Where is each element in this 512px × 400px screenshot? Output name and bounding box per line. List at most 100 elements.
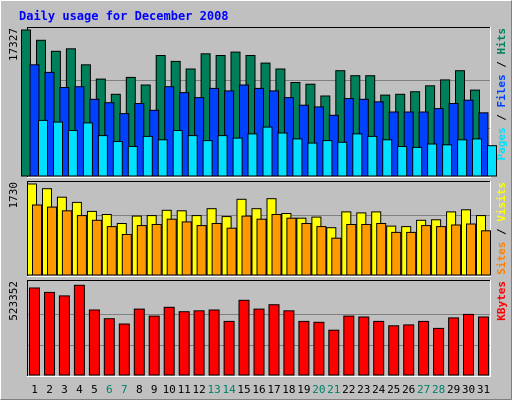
bar-sites-day-14 [226,227,237,276]
bar-kbytes-day-1 [29,287,40,376]
chart-title: Daily usage for December 2008 [19,9,229,23]
x-tick-label-day-26: 26 [402,383,415,396]
bar-pages-day-16 [262,126,273,177]
bar-pages-day-27 [427,143,438,177]
bar-sites-day-2 [47,206,57,276]
legend-visits: Visits [495,182,508,222]
bar-kbytes-day-4 [73,284,85,376]
bar-hits-day-1 [21,29,31,177]
bar-kbytes-day-18 [283,310,295,376]
x-tick-label-day-27: 27 [417,383,430,396]
x-tick-label-day-28: 28 [432,383,445,396]
series-files [29,64,489,177]
bar-kbytes-day-5 [88,309,100,376]
bar-kbytes-day-24 [373,320,385,376]
bar-sites-day-24 [376,223,387,276]
x-tick-label-day-25: 25 [387,383,400,396]
bar-sites-day-27 [421,225,432,276]
bar-pages-day-23 [367,135,378,177]
x-tick-label-day-30: 30 [462,383,475,396]
y-max-label: 1730 [7,182,20,209]
bar-kbytes-day-23 [358,316,370,376]
bar-pages-day-31 [487,145,497,177]
bar-sites-day-12 [196,225,207,276]
x-tick-label-day-13: 13 [207,383,220,396]
bar-kbytes-day-11 [178,311,190,376]
x-tick-label-day-29: 29 [447,383,460,396]
bar-pages-day-21 [337,141,348,177]
legend-files: Files [495,74,508,107]
bar-sites-day-26 [406,231,417,276]
x-tick-label-day-7: 7 [121,383,128,396]
bar-sites-day-22 [346,224,357,276]
y-max-label: 523352 [7,281,20,321]
bar-kbytes-day-29 [448,317,460,376]
bar-sites-day-4 [76,215,87,276]
x-tick-label-day-20: 20 [312,383,325,396]
series-pages [38,119,497,177]
bar-pages-day-1 [38,119,48,177]
bar-files-day-30 [463,99,474,177]
bar-sites-day-25 [391,231,402,276]
bar-kbytes-day-21 [328,329,340,376]
legend-pages: Pages [495,127,508,160]
bar-sites-day-10 [166,218,177,276]
bar-sites-day-5 [91,219,102,276]
bar-pages-day-14 [232,137,243,177]
legend-separator: / [495,222,508,242]
series-sites [32,204,491,276]
bar-kbytes-day-31 [478,316,489,376]
x-tick-label-day-17: 17 [267,383,280,396]
bar-sites-day-29 [451,224,462,276]
x-tick-label-day-14: 14 [222,383,236,396]
bar-pages-day-25 [397,146,408,177]
bar-pages-day-17 [277,132,288,177]
bar-sites-day-11 [181,221,192,276]
bar-files-day-28 [433,108,444,177]
x-tick-label-day-9: 9 [151,383,158,396]
bar-sites-day-3 [61,210,72,276]
bar-kbytes-day-22 [343,315,355,376]
bar-pages-day-2 [53,121,63,177]
series-legend: Sites / Visits [495,182,508,275]
bar-sites-day-30 [466,223,476,276]
x-tick-label-day-11: 11 [178,383,191,396]
legend-hits: Hits [495,28,508,55]
bar-pages-day-6 [112,141,123,177]
bar-files-day-1 [29,64,40,177]
legend-sites: Sites [495,242,508,275]
bar-pages-day-12 [202,140,213,177]
series-legend: KBytes [495,281,508,321]
bar-pages-day-19 [307,142,318,177]
bar-sites-day-1 [32,204,42,276]
bar-sites-day-16 [256,218,267,276]
y-max-label: 17327 [7,28,20,61]
bar-pages-day-9 [157,139,168,177]
bar-pages-day-22 [352,133,363,177]
bar-kbytes-day-28 [433,327,445,376]
bar-kbytes-day-7 [118,323,130,376]
series-kbytes [29,284,489,376]
x-tick-label-day-5: 5 [91,383,98,396]
bar-pages-day-3 [67,130,78,177]
x-tick-label-day-10: 10 [163,383,176,396]
x-tick-label-day-4: 4 [76,383,83,396]
bar-pages-day-4 [82,122,93,177]
x-tick-label-day-19: 19 [297,383,310,396]
bar-kbytes-day-12 [193,310,205,376]
chart-panels: 17327 Pages / Files / Hits 1730 Sites / Vis… [7,27,508,377]
bar-kbytes-day-13 [208,309,220,376]
bar-pages-day-15 [247,133,258,177]
bar-sites-day-6 [106,226,117,276]
legend-separator: / [495,55,508,75]
bar-kbytes-day-14 [223,320,235,376]
bar-pages-day-28 [442,144,453,177]
bar-sites-day-21 [331,237,342,276]
bar-sites-day-9 [151,224,162,276]
panel-2: 1730 Sites / Visits [7,181,508,277]
bar-pages-day-24 [382,139,393,177]
bar-kbytes-day-30 [463,313,474,376]
bar-kbytes-day-10 [163,306,175,376]
